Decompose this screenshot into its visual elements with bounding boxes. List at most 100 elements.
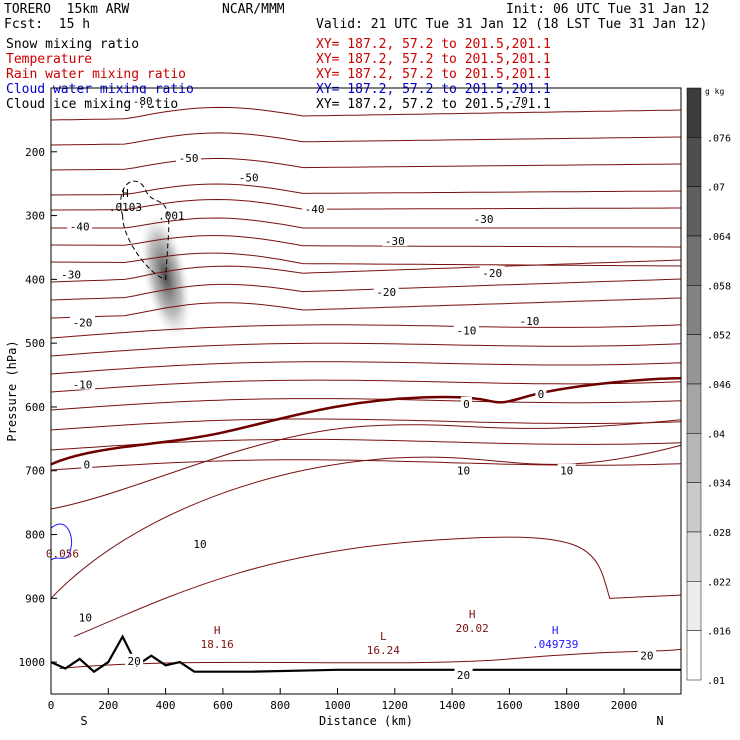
- colorbar-segment: [686, 285, 702, 335]
- isotherm-label: 20: [457, 669, 470, 682]
- isotherm-label-bg: [176, 151, 202, 164]
- model-title: TORERO 15km ARW: [4, 2, 130, 17]
- isotherm: [50, 342, 682, 357]
- isotherm-10: [50, 444, 682, 599]
- y-tick-label: 600: [25, 401, 45, 414]
- colorbar-tick-label: .052: [707, 331, 731, 342]
- colorbar-segment: [686, 581, 702, 631]
- isotherm-label-bg: [454, 463, 473, 476]
- isotherm-label: 0: [538, 388, 545, 401]
- isotherm-label-bg: [67, 219, 93, 232]
- isotherm-label-bg: [505, 93, 531, 106]
- extremum-value: .0103: [109, 201, 142, 214]
- colorbar-tick-label: .01: [707, 676, 725, 687]
- isotherm-label: 10: [560, 465, 573, 478]
- isotherm-label-bg: [453, 323, 479, 336]
- isotherm-label: 20: [127, 655, 140, 668]
- legend-cross-section-endpoints: XY= 187.2, 57.2 to 201.5,201.1: [316, 82, 551, 97]
- legend-entry: Cloud water mixing ratio: [6, 82, 194, 97]
- isotherm-label: -40: [70, 220, 90, 233]
- colorbar-segment: [686, 482, 702, 533]
- isotherm: [50, 418, 682, 431]
- legend-entry: Cloud ice mixing ratio: [6, 97, 179, 112]
- colorbar-segment: [686, 630, 702, 681]
- isotherm: [50, 297, 682, 319]
- x-tick-label: 1400: [439, 699, 466, 712]
- isotherm-label-bg: [125, 653, 144, 666]
- isotherm: [50, 252, 682, 267]
- legend-cross-section-endpoints: XY= 187.2, 57.2 to 201.5,201.1: [316, 52, 551, 67]
- y-tick-label: 700: [25, 465, 45, 478]
- isotherm: [50, 459, 682, 471]
- x-tick-label: 400: [156, 699, 176, 712]
- mixing-ratio-contours: [50, 180, 170, 561]
- temperature-contours: [50, 106, 682, 669]
- colorbar-segment: [686, 87, 702, 138]
- extremum-value: 16.24: [367, 644, 400, 657]
- isotherm: [50, 157, 682, 171]
- colorbar-tick-label: .022: [707, 577, 731, 588]
- isotherm-label: -30: [474, 213, 494, 226]
- colorbar: .076 .07 .064 .058 .052 .046 .04 .034 .028 .022 .0…: [686, 87, 731, 687]
- isotherm-label: 20: [640, 650, 653, 663]
- y-tick-label: 300: [25, 210, 45, 223]
- colorbar-segment: [686, 531, 702, 582]
- isotherm-label: -20: [482, 267, 502, 280]
- cloud-water-contour: [50, 523, 73, 561]
- extremum-symbol: H: [122, 187, 129, 200]
- isotherm-label-bg: [81, 457, 93, 470]
- isotherm-label: -20: [376, 286, 396, 299]
- colorbar-unit: g kg: [705, 87, 724, 96]
- legend-cross-section-endpoints: XY= 187.2, 57.2 to 201.5,201.1: [316, 37, 551, 52]
- extremum-symbol: H: [214, 624, 221, 637]
- x-tick-label: 1600: [496, 699, 523, 712]
- isotherm-label-bg: [130, 93, 156, 106]
- colorbar-segment: [686, 186, 702, 237]
- isotherm: [50, 361, 682, 375]
- contour-value-label: 0.056: [46, 548, 79, 561]
- isotherm-5: [50, 419, 682, 510]
- isotherm: [50, 278, 682, 301]
- x-tick-label: 0: [48, 699, 55, 712]
- contour-labels: -50 -50 -40 -40 -30 -30 -30 -20 -20 -20 -10 -10 -10 -…: [46, 93, 656, 682]
- snow-mixing-ratio-contour: [120, 180, 170, 280]
- isotherm-label-bg: [516, 313, 542, 326]
- isotherm: [50, 398, 682, 411]
- isotherm-label: -10: [520, 315, 540, 328]
- extremum-symbol: L: [380, 630, 387, 643]
- x-tick-label: 1800: [553, 699, 580, 712]
- x-tick-label: 2000: [611, 699, 638, 712]
- isotherm-label-bg: [70, 315, 96, 328]
- terrain-outline: [50, 634, 681, 674]
- x-axis-label: Distance (km): [319, 714, 413, 728]
- isotherm: [50, 259, 682, 283]
- isotherm-label: -10: [73, 379, 93, 392]
- isotherm-label: 0: [463, 398, 470, 411]
- colorbar-tick-label: .04: [707, 429, 725, 440]
- isotherm-label-bg: [460, 396, 472, 409]
- y-tick-label: 800: [25, 529, 45, 542]
- isotherm: [50, 379, 682, 393]
- y-tick-label: 900: [25, 592, 45, 605]
- colorbar-segment: [686, 383, 702, 434]
- center-title: NCAR/MMM: [222, 2, 285, 17]
- isotherm-label: -50: [239, 171, 259, 184]
- y-tick-label: 500: [25, 337, 45, 350]
- colorbar-tick-label: .058: [707, 281, 731, 292]
- isotherm-label-bg: [190, 537, 209, 550]
- x-tick-label: 1000: [324, 699, 351, 712]
- isotherm-label-bg: [471, 211, 497, 224]
- isotherm-label-bg: [373, 285, 399, 298]
- isotherm-label-bg: [637, 648, 656, 661]
- extremum-symbol: H: [469, 608, 476, 621]
- init-time: Init: 06 UTC Tue 31 Jan 12: [506, 2, 710, 17]
- extremum-symbol: H: [552, 624, 559, 637]
- valid-time: Valid: 21 UTC Tue 31 Jan 12 (18 LST Tue …: [316, 17, 708, 32]
- colorbar-tick-label: .07: [707, 183, 725, 194]
- isotherm-label: -80: [133, 95, 153, 108]
- isotherm-label: 10: [457, 465, 470, 478]
- isotherm-label-bg: [76, 610, 95, 623]
- isotherm: [51, 235, 681, 248]
- isotherm-label-bg: [535, 387, 547, 400]
